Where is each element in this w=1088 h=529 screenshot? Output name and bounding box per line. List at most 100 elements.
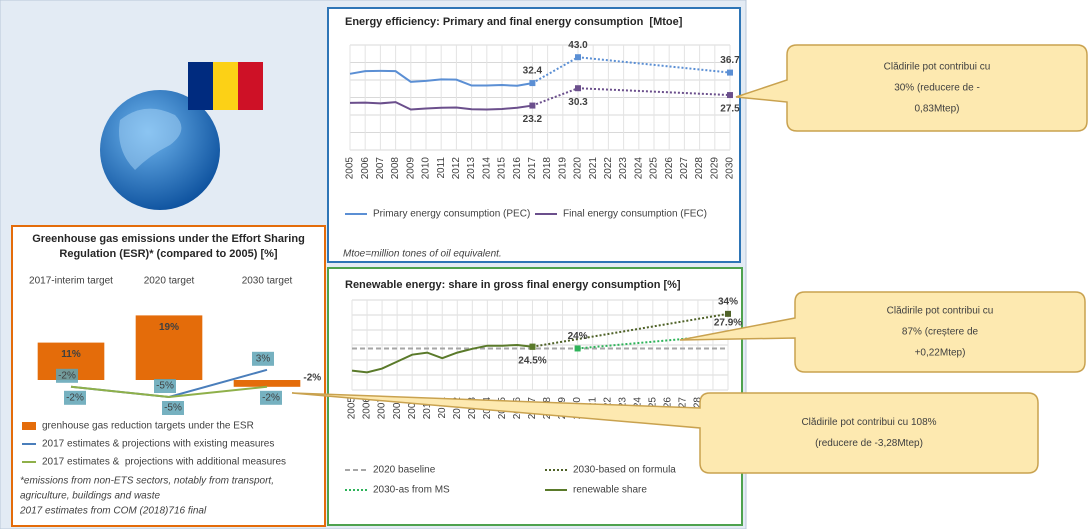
x-tick-label: 2005	[345, 157, 356, 180]
category-label: 2020 target	[144, 276, 195, 287]
chart-title: Renewable energy: share in gross final e…	[345, 279, 681, 291]
projection-connector	[577, 87, 731, 97]
data-label: 23.2	[523, 114, 543, 125]
footnote: Mtoe=million tones of oil equivalent.	[343, 249, 502, 260]
category-label: 2017-interim target	[29, 276, 113, 287]
x-tick-label: 2007	[375, 157, 386, 180]
legend-label: 2017 estimates & projections with additi…	[42, 457, 286, 468]
bar	[233, 380, 301, 387]
label-box	[56, 368, 78, 383]
data-label: 32.4	[523, 66, 543, 77]
x-tick-label: 2009	[407, 397, 418, 420]
label-box	[154, 379, 176, 393]
data-label: 27.9%	[714, 318, 742, 329]
callout-text: +0,22Mtep)	[915, 348, 966, 359]
legend-label: 2030-as from MS	[373, 485, 450, 496]
callout-bubble	[291, 392, 1039, 474]
data-label: -2%	[58, 370, 76, 381]
x-tick-label: 2024	[633, 157, 644, 180]
flag-blue	[188, 62, 213, 110]
x-tick-label: 2010	[422, 397, 433, 420]
point-marker	[575, 85, 581, 92]
data-label: 43.0	[568, 40, 588, 51]
projection-connector	[531, 56, 579, 84]
x-tick-label: 2009	[405, 157, 416, 180]
x-tick-label: 2011	[437, 397, 448, 419]
x-tick-label: 2026	[664, 157, 675, 180]
x-tick-label: 2022	[603, 157, 614, 180]
point-marker	[529, 80, 536, 87]
callout-text: Clădirile pot contribui cu	[887, 306, 994, 317]
callout-text: Clădirile pot contribui cu 108%	[801, 417, 936, 428]
footnote: 2017 estimates from COM (2018)716 final	[19, 506, 207, 517]
data-label: -5%	[164, 403, 182, 414]
data-label: 11%	[61, 349, 81, 360]
x-tick-label: 2021	[588, 157, 599, 180]
callout-bubble	[735, 44, 1088, 132]
data-label: 36.7	[720, 55, 740, 66]
footnote: *emissions from non-ETS sectors, notably…	[20, 476, 274, 487]
chart-title: Energy efficiency: Primary and final ene…	[345, 16, 683, 28]
legend-label: renewable share	[573, 485, 647, 496]
data-label: -2%	[303, 373, 321, 384]
data-label: 30.3	[568, 97, 588, 108]
label-box	[252, 351, 274, 366]
x-tick-label: 2025	[649, 157, 660, 180]
x-tick-label: 2016	[512, 157, 523, 180]
series-line	[349, 101, 533, 111]
data-label: 3%	[256, 353, 271, 364]
x-tick-label: 2013	[466, 157, 477, 180]
label-box	[64, 390, 86, 405]
legend-label: Primary energy consumption (PEC)	[373, 209, 530, 220]
callout-text: 30% (reducere de -	[894, 83, 980, 94]
x-tick-label: 2006	[362, 397, 373, 420]
footnote: agriculture, buildings and waste	[20, 491, 161, 502]
point-marker	[529, 102, 536, 109]
label-box	[162, 401, 184, 415]
x-tick-label: 2015	[497, 157, 508, 180]
x-tick-label: 2012	[451, 157, 462, 180]
x-tick-label: 2008	[392, 397, 403, 420]
data-label: 24%	[568, 331, 588, 342]
legend-label: 2017 estimates & projections with existi…	[42, 439, 274, 450]
point-marker	[529, 343, 536, 350]
data-label: 19%	[159, 322, 179, 333]
label-box	[260, 390, 282, 405]
data-label: 34%	[718, 296, 738, 307]
data-label: -2%	[262, 392, 280, 403]
x-tick-label: 2030	[725, 157, 736, 180]
x-tick-label: 2028	[694, 157, 705, 180]
x-tick-label: 2023	[618, 157, 629, 180]
flag-red	[238, 62, 263, 110]
point-marker	[574, 345, 581, 352]
data-label: 27.5	[720, 104, 740, 115]
x-tick-label: 2018	[542, 157, 553, 180]
series-line	[351, 343, 533, 374]
legend-label: 2030-based on formula	[573, 465, 676, 476]
bar	[135, 315, 203, 380]
legend-label: 2020 baseline	[373, 465, 436, 476]
point-marker	[725, 310, 731, 317]
point-marker	[575, 54, 581, 61]
x-tick-label: 2020	[573, 157, 584, 180]
data-label: -5%	[156, 381, 174, 392]
globe-land	[119, 108, 182, 170]
point-marker	[727, 69, 733, 76]
x-tick-label: 2005	[347, 397, 358, 420]
x-tick-label: 2011	[436, 157, 447, 179]
x-tick-label: 2014	[481, 157, 492, 180]
x-tick-label: 2008	[390, 157, 401, 180]
callout-text: (reducere de -3,28Mtep)	[815, 438, 923, 449]
chart-title: Greenhouse gas emissions under the Effor…	[32, 233, 305, 260]
projection-connector	[577, 56, 731, 74]
data-label: 24.5%	[518, 355, 546, 366]
data-label: -2%	[66, 392, 84, 403]
chart-frame	[327, 7, 741, 263]
x-tick-label: 2007	[377, 397, 388, 420]
series-line	[70, 385, 268, 399]
callout-text: 0,83Mtep)	[914, 104, 959, 115]
callout-text: Clădirile pot contribui cu	[884, 62, 991, 73]
legend-label: Final energy consumption (FEC)	[563, 209, 707, 220]
